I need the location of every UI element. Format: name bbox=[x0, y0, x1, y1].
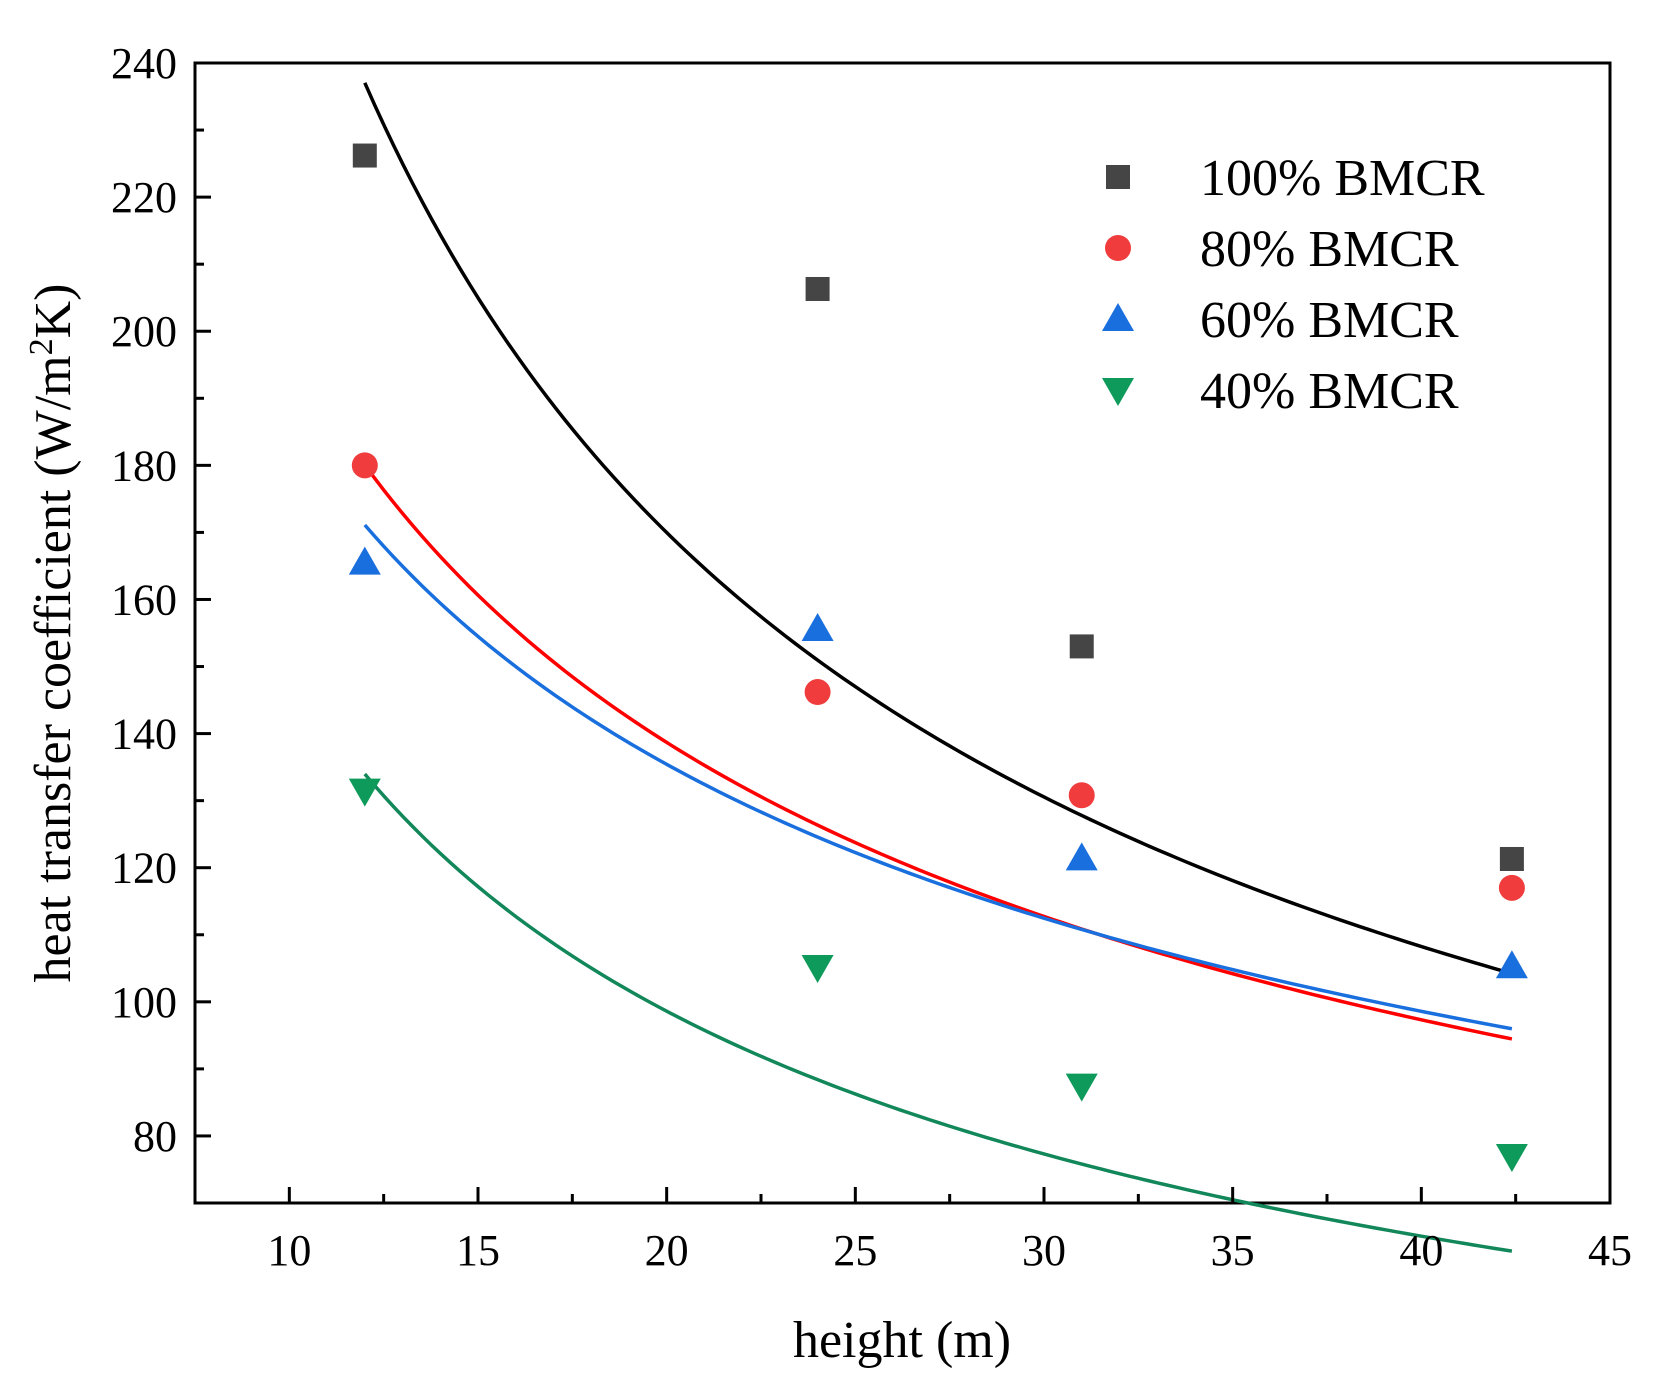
data-point-series-2 bbox=[801, 612, 834, 641]
fit-curves bbox=[363, 82, 1513, 1253]
data-point-series-3 bbox=[348, 778, 381, 807]
y-axis-title-superscript: 2 bbox=[23, 338, 60, 355]
data-point-series-1 bbox=[804, 679, 831, 706]
data-point-series-0 bbox=[1499, 846, 1524, 871]
y-tick-label: 120 bbox=[111, 844, 177, 893]
data-point-series-2 bbox=[1495, 950, 1528, 979]
fit-curve-3 bbox=[363, 772, 1513, 1253]
x-tick-label: 40 bbox=[1399, 1226, 1443, 1275]
fit-curve-0 bbox=[363, 82, 1513, 976]
legend-marker-1 bbox=[1105, 235, 1131, 261]
fit-curve-2 bbox=[363, 523, 1513, 1031]
data-point-series-0 bbox=[1069, 634, 1094, 659]
x-tick-label: 30 bbox=[1022, 1226, 1066, 1275]
x-tick-label: 35 bbox=[1211, 1226, 1255, 1275]
x-tick-label: 10 bbox=[267, 1226, 311, 1275]
data-point-series-3 bbox=[1495, 1144, 1528, 1173]
y-axis-title: heat transfer coefficient (W/m2K) bbox=[23, 284, 82, 983]
legend: 100% BMCR 80% BMCR 60% BMCR 40% BMCR bbox=[1102, 150, 1485, 420]
data-point-series-3 bbox=[1065, 1073, 1098, 1102]
data-point-series-1 bbox=[351, 452, 378, 479]
data-point-series-0 bbox=[352, 143, 377, 168]
legend-label-1: 80% BMCR bbox=[1200, 221, 1459, 278]
x-tick-label: 25 bbox=[833, 1226, 877, 1275]
y-tick-label: 160 bbox=[111, 575, 177, 624]
data-point-series-3 bbox=[801, 954, 834, 983]
data-point-series-2 bbox=[1065, 842, 1098, 871]
fit-curve-1 bbox=[363, 463, 1513, 1041]
data-point-series-2 bbox=[348, 546, 381, 575]
legend-label-0: 100% BMCR bbox=[1200, 150, 1485, 207]
plot-frame bbox=[193, 61, 1612, 1205]
legend-label-2: 60% BMCR bbox=[1200, 292, 1459, 349]
x-tick-label: 45 bbox=[1588, 1226, 1632, 1275]
data-point-series-0 bbox=[805, 276, 830, 301]
y-tick-label: 180 bbox=[111, 441, 177, 490]
y-tick-label: 220 bbox=[111, 173, 177, 222]
legend-marker-0 bbox=[1106, 165, 1130, 189]
y-tick-label: 240 bbox=[111, 39, 177, 88]
y-tick-label: 100 bbox=[111, 978, 177, 1027]
y-tick-label: 140 bbox=[111, 710, 177, 759]
y-axis-title-end: K) bbox=[25, 284, 82, 339]
x-tick-label: 20 bbox=[645, 1226, 689, 1275]
axis-ticks: 10 15 20 25 30 35 40 45 80 100 120 140 160 180 200 220 2… bbox=[111, 39, 1632, 1275]
y-tick-label: 80 bbox=[133, 1112, 177, 1161]
y-axis-title-main: heat transfer coefficient (W/m bbox=[25, 355, 82, 982]
data-point-series-1 bbox=[1068, 782, 1095, 809]
x-axis-title: height (m) bbox=[793, 1312, 1011, 1369]
data-points bbox=[348, 143, 1528, 1173]
legend-label-3: 40% BMCR bbox=[1200, 363, 1459, 420]
y-tick-label: 200 bbox=[111, 307, 177, 356]
legend-marker-2 bbox=[1102, 303, 1134, 331]
data-point-series-1 bbox=[1498, 874, 1525, 901]
x-tick-label: 15 bbox=[456, 1226, 500, 1275]
legend-marker-3 bbox=[1102, 378, 1134, 406]
